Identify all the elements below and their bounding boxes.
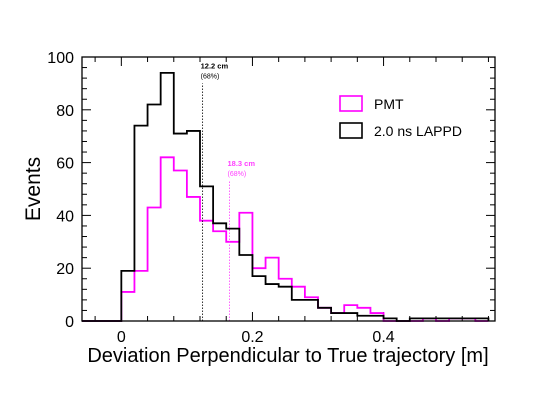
y-tick-label: 20 [56, 261, 74, 278]
percentile-sublabel: (68%) [201, 73, 220, 80]
x-axis-title: Deviation Perpendicular to True trajecto… [87, 345, 488, 367]
ticks-layer: 0 20 40 60 80 100 0 0.2 0.4 [47, 50, 495, 346]
annotation-layer: 12.2 cm (68%) 18.3 cm (68%) [201, 61, 256, 321]
y-tick-label: 0 [65, 314, 74, 331]
y-tick-label: 100 [47, 50, 74, 67]
legend-swatch-lappd [339, 122, 363, 139]
y-tick-label: 80 [56, 103, 74, 120]
legend: PMT 2.0 ns LAPPD [339, 95, 462, 139]
legend-label-pmt: PMT [374, 96, 404, 112]
histogram-series-pmt [82, 156, 489, 322]
legend-swatch-pmt [339, 95, 363, 112]
plot-frame [81, 56, 496, 322]
histogram-series-lappd [82, 71, 490, 322]
percentile-label: 18.3 cm [228, 159, 256, 168]
x-tick-label: 0.4 [372, 329, 394, 346]
y-tick-label: 60 [56, 156, 74, 173]
legend-label-lappd: 2.0 ns LAPPD [374, 123, 462, 139]
y-axis-title: Events [22, 157, 45, 221]
y-tick-label: 40 [56, 208, 74, 225]
bars-layer [82, 71, 490, 322]
percentile-label: 12.2 cm [201, 61, 229, 70]
x-tick-label: 0.2 [241, 329, 263, 346]
x-tick-label: 0 [117, 329, 126, 346]
percentile-sublabel: (68%) [228, 171, 247, 178]
